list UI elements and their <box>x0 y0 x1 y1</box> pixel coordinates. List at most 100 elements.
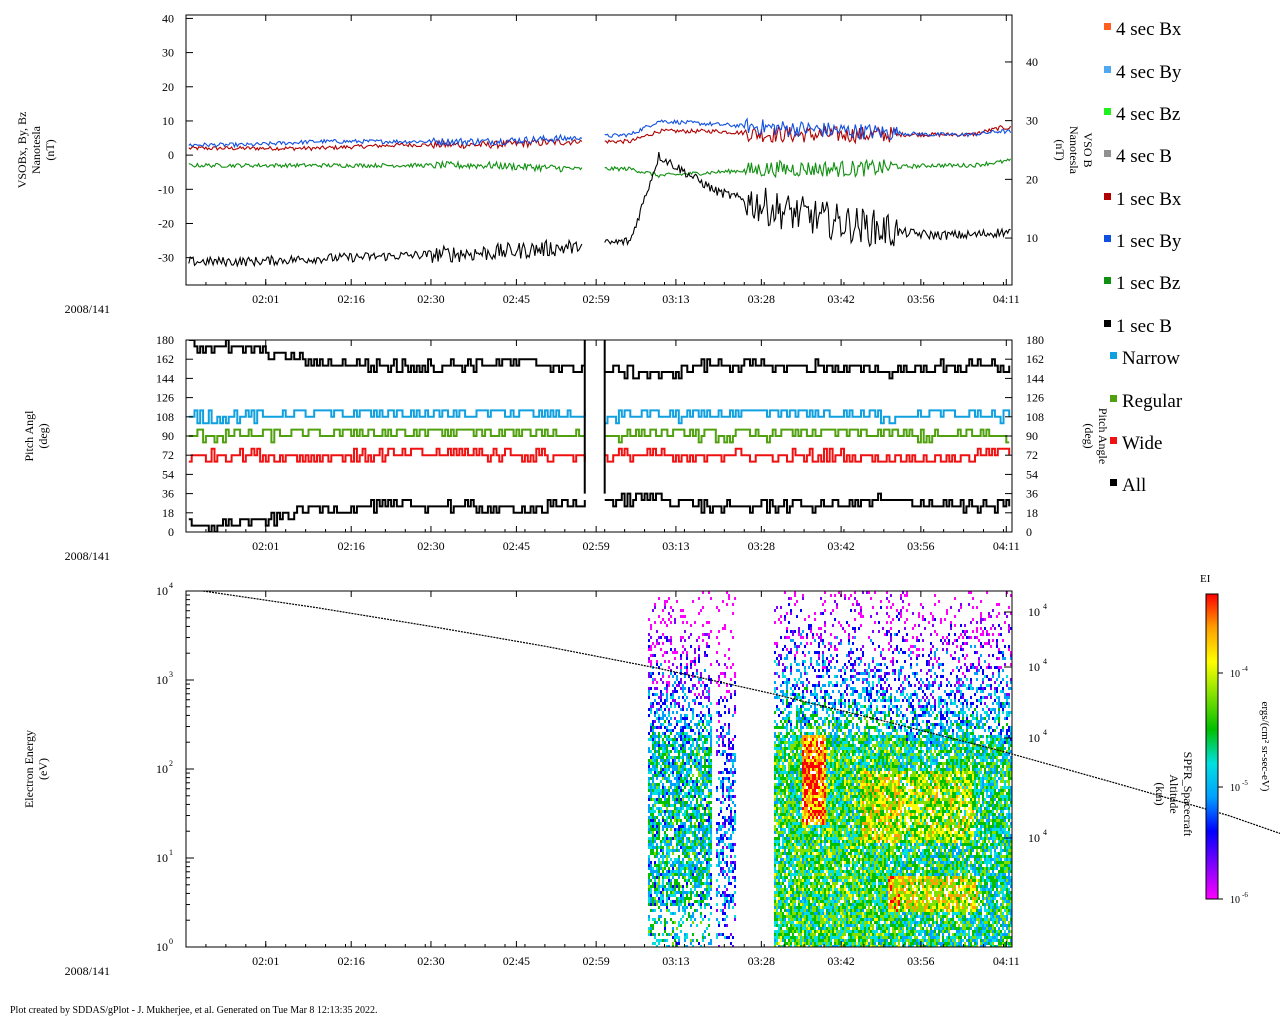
spectro-cell <box>816 777 818 780</box>
spectro-cell <box>678 765 680 768</box>
spectro-cell <box>790 870 792 873</box>
spectro-cell <box>656 816 658 819</box>
spectro-cell <box>800 822 802 825</box>
spectro-cell <box>778 735 780 738</box>
spectro-cell <box>802 705 804 708</box>
spectro-cell <box>832 861 834 864</box>
spectro-cell <box>822 855 824 858</box>
spectro-cell <box>670 750 672 753</box>
spectro-cell <box>798 759 800 762</box>
spectro-cell <box>698 732 700 735</box>
spectro-cell <box>658 837 660 840</box>
spectro-cell <box>824 723 826 726</box>
spectro-cell <box>806 642 808 645</box>
spectro-cell <box>708 777 710 780</box>
spectro-cell <box>832 852 834 855</box>
spectro-cell <box>812 900 814 903</box>
spectro-cell <box>704 669 706 672</box>
spectro-cell <box>808 771 810 774</box>
spectro-cell <box>828 903 830 906</box>
spectro-cell <box>700 837 702 840</box>
spectro-cell <box>810 810 812 813</box>
spectro-cell <box>698 780 700 783</box>
spectro-cell <box>650 861 652 864</box>
spectro-cell <box>658 822 660 825</box>
spectro-cell <box>732 894 734 897</box>
spectro-cell <box>672 792 674 795</box>
spectro-cell <box>806 732 808 735</box>
spectro-cell <box>832 714 834 717</box>
spectro-cell <box>840 738 842 741</box>
spectro-cell <box>724 696 726 699</box>
spectro-cell <box>824 888 826 891</box>
spectro-cell <box>812 813 814 816</box>
spectro-cell <box>780 795 782 798</box>
spectro-cell <box>828 756 830 759</box>
spectro-cell <box>680 885 682 888</box>
spectro-cell <box>664 750 666 753</box>
spectro-cell <box>654 876 656 879</box>
spectro-cell <box>776 894 778 897</box>
spectro-cell <box>808 783 810 786</box>
spectro-cell <box>650 900 652 903</box>
spectro-cell <box>824 834 826 837</box>
spectro-cell <box>826 894 828 897</box>
spectro-cell <box>654 762 656 765</box>
spectro-cell <box>816 807 818 810</box>
spectro-cell <box>834 852 836 855</box>
spectro-cell <box>818 747 820 750</box>
spectro-cell <box>728 648 730 651</box>
spectro-cell <box>838 774 840 777</box>
spectro-cell <box>794 684 796 687</box>
spectro-cell <box>800 903 802 906</box>
spectro-cell <box>790 939 792 942</box>
spectro-cell <box>686 801 688 804</box>
spectro-cell <box>820 786 822 789</box>
spectro-cell <box>780 813 782 816</box>
spectro-cell <box>812 930 814 933</box>
spectro-cell <box>692 783 694 786</box>
spectro-cell <box>660 810 662 813</box>
spectro-cell <box>804 891 806 894</box>
spectro-cell <box>796 711 798 714</box>
spectro-cell <box>780 771 782 774</box>
spectro-cell <box>798 885 800 888</box>
spectro-cell <box>796 798 798 801</box>
spectro-cell <box>692 873 694 876</box>
spectro-cell <box>806 810 808 813</box>
spectro-cell <box>828 861 830 864</box>
spectro-cell <box>832 702 834 705</box>
spectro-cell <box>824 744 826 747</box>
spectro-cell <box>694 828 696 831</box>
spectro-cell <box>810 834 812 837</box>
spectro-cell <box>796 927 798 930</box>
spectro-cell <box>664 702 666 705</box>
spectro-cell <box>786 648 788 651</box>
spectro-cell <box>792 888 794 891</box>
spectro-cell <box>676 702 678 705</box>
spectro-cell <box>672 663 674 666</box>
spectro-cell <box>806 687 808 690</box>
spectro-cell <box>710 858 712 861</box>
spectro-cell <box>826 867 828 870</box>
spectro-cell <box>708 807 710 810</box>
spectro-cell <box>666 834 668 837</box>
spectro-cell <box>660 873 662 876</box>
spectro-cell <box>700 789 702 792</box>
spectro-cell <box>784 675 786 678</box>
spectro-cell <box>784 795 786 798</box>
spectro-cell <box>796 879 798 882</box>
spectro-cell <box>832 870 834 873</box>
spectro-cell <box>722 771 724 774</box>
spectro-cell <box>660 774 662 777</box>
spectro-cell <box>694 834 696 837</box>
spectro-cell <box>794 654 796 657</box>
spectro-cell <box>796 924 798 927</box>
spectro-cell <box>682 831 684 834</box>
spectro-cell <box>710 816 712 819</box>
spectro-cell <box>804 870 806 873</box>
spectro-cell <box>832 804 834 807</box>
spectro-cell <box>818 654 820 657</box>
spectro-cell <box>828 732 830 735</box>
spectro-cell <box>832 741 834 744</box>
